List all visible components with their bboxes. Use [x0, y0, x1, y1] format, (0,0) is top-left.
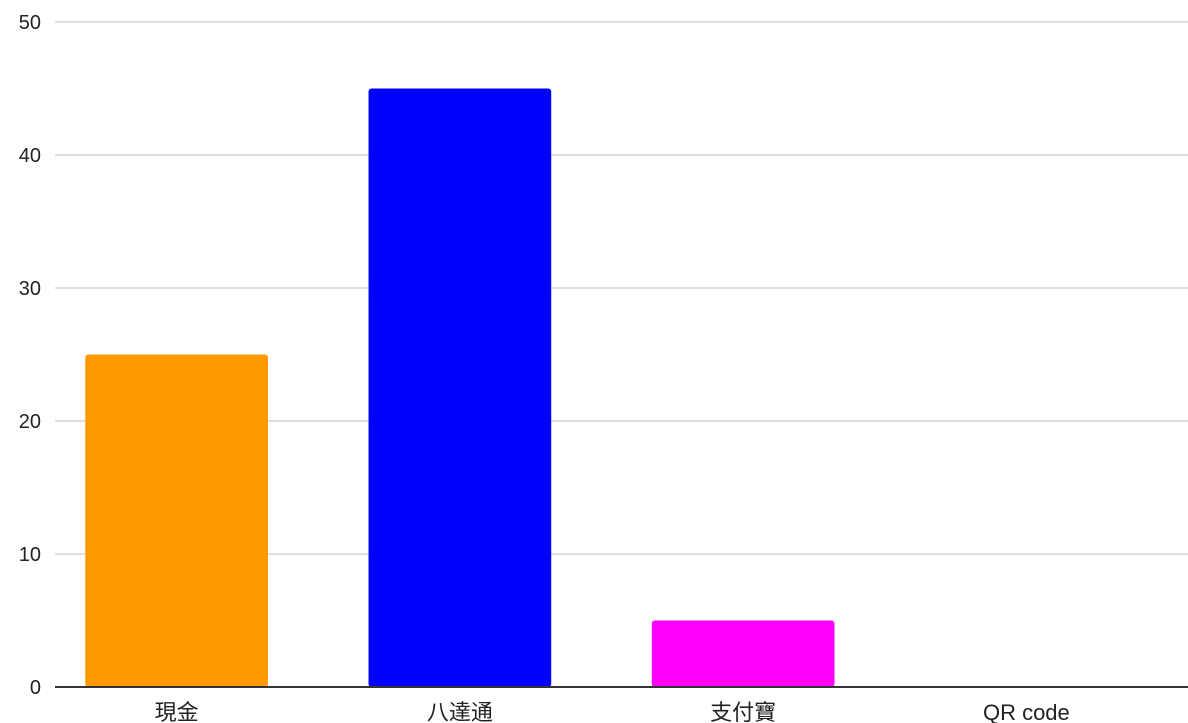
x-category-label-3: QR code	[983, 700, 1070, 723]
bar-0	[85, 354, 268, 687]
y-tick-label-30: 30	[19, 278, 41, 300]
bars	[85, 88, 835, 687]
y-tick-label-40: 40	[19, 145, 41, 167]
bar-1	[368, 88, 552, 687]
y-tick-label-0: 0	[30, 677, 41, 699]
y-axis-tick-labels: 0 10 20 30 40 50	[19, 12, 41, 699]
x-category-label-2: 支付寶	[710, 700, 776, 723]
x-category-label-1: 八達通	[427, 700, 493, 723]
y-tick-label-50: 50	[19, 12, 41, 34]
x-axis-category-labels: 現金 八達通 支付寶 QR code	[155, 700, 1070, 723]
x-category-label-0: 現金	[155, 700, 199, 723]
y-tick-label-10: 10	[19, 544, 41, 566]
bar-2	[651, 620, 835, 687]
y-tick-label-20: 20	[19, 411, 41, 433]
